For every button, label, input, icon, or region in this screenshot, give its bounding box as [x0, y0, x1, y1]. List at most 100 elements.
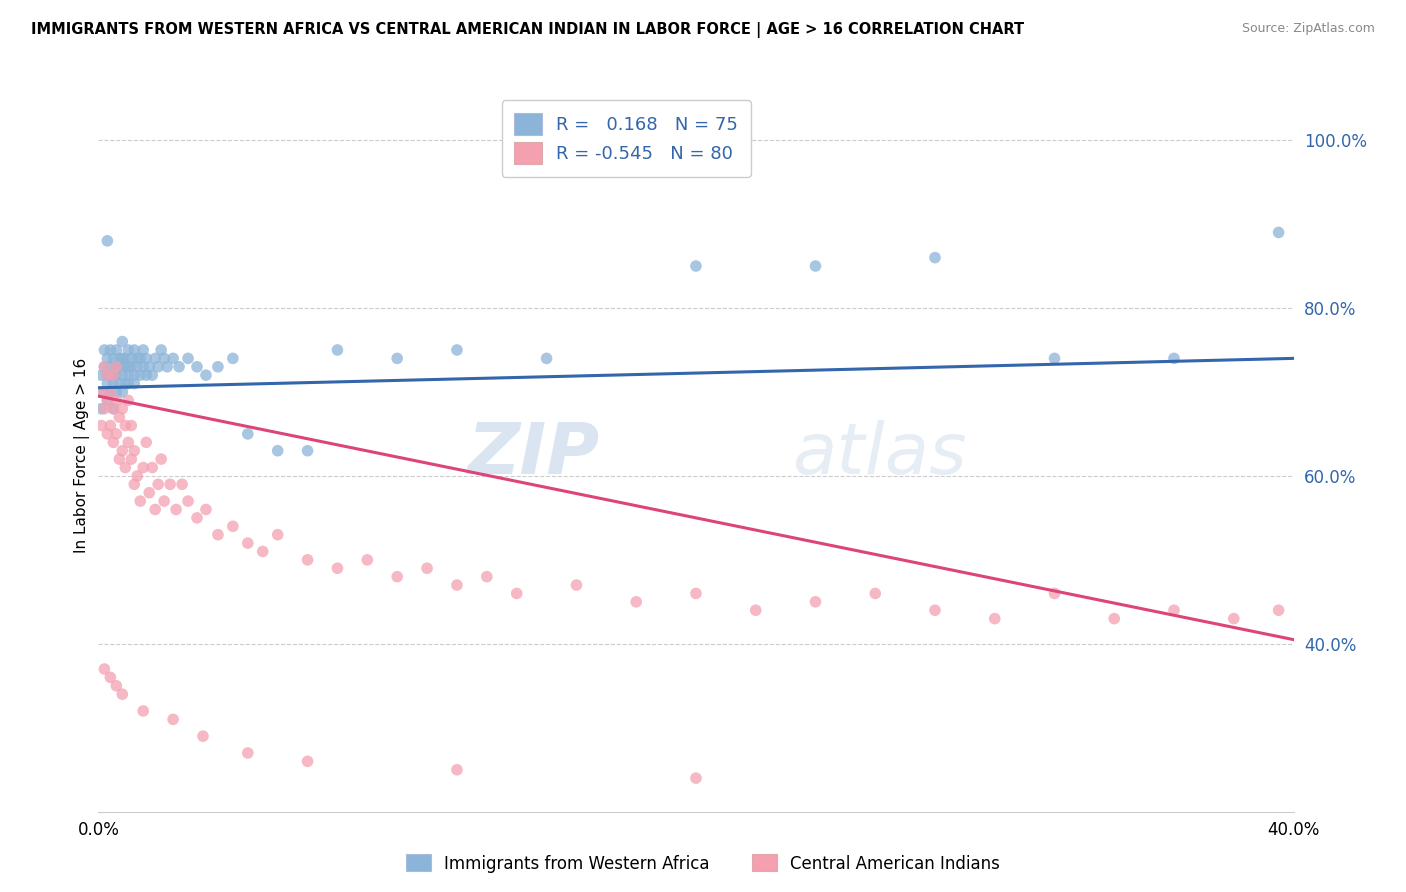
Point — [195, 502, 218, 516]
Point — [108, 359, 131, 374]
Point — [804, 259, 827, 273]
Point — [98, 359, 122, 374]
Point — [385, 569, 409, 583]
Point — [685, 586, 707, 600]
Point — [111, 351, 134, 366]
Point — [120, 418, 142, 433]
Point — [143, 351, 166, 366]
Point — [98, 384, 122, 399]
Point — [138, 485, 160, 500]
Point — [924, 251, 946, 265]
Point — [98, 670, 122, 684]
Text: Source: ZipAtlas.com: Source: ZipAtlas.com — [1241, 22, 1375, 36]
Point — [267, 443, 290, 458]
Point — [446, 343, 468, 357]
Point — [108, 376, 131, 391]
Point — [141, 368, 163, 383]
Point — [117, 343, 139, 357]
Point — [93, 384, 115, 399]
Point — [141, 460, 163, 475]
Point — [132, 359, 155, 374]
Point — [105, 384, 128, 399]
Point — [127, 469, 149, 483]
Point — [236, 426, 259, 441]
Point — [111, 687, 134, 701]
Point — [96, 393, 118, 408]
Legend: R =   0.168   N = 75, R = -0.545   N = 80: R = 0.168 N = 75, R = -0.545 N = 80 — [502, 100, 751, 177]
Point — [804, 595, 827, 609]
Point — [159, 477, 181, 491]
Point — [132, 460, 155, 475]
Point — [1163, 603, 1185, 617]
Point — [186, 511, 208, 525]
Point — [105, 359, 128, 374]
Point — [105, 359, 128, 374]
Point — [98, 418, 122, 433]
Point — [98, 343, 122, 357]
Point — [90, 401, 112, 416]
Point — [96, 368, 118, 383]
Point — [506, 586, 529, 600]
Point — [103, 376, 125, 391]
Point — [385, 351, 409, 366]
Point — [120, 359, 142, 374]
Point — [103, 351, 125, 366]
Point — [252, 544, 274, 558]
Point — [1267, 603, 1289, 617]
Point — [191, 729, 214, 743]
Point — [90, 418, 112, 433]
Point — [96, 368, 118, 383]
Point — [117, 376, 139, 391]
Point — [172, 477, 194, 491]
Point — [103, 401, 125, 416]
Point — [105, 679, 128, 693]
Point — [565, 578, 588, 592]
Point — [297, 553, 319, 567]
Point — [103, 435, 125, 450]
Point — [103, 368, 125, 383]
Point — [124, 343, 146, 357]
Point — [416, 561, 439, 575]
Point — [924, 603, 946, 617]
Point — [105, 393, 128, 408]
Point — [222, 351, 245, 366]
Point — [177, 494, 200, 508]
Point — [475, 569, 498, 583]
Point — [108, 452, 131, 467]
Point — [626, 595, 648, 609]
Point — [111, 334, 134, 349]
Point — [153, 351, 176, 366]
Point — [1043, 351, 1066, 366]
Point — [129, 351, 152, 366]
Point — [685, 259, 707, 273]
Point — [446, 578, 468, 592]
Point — [96, 234, 118, 248]
Point — [90, 368, 112, 383]
Text: atlas: atlas — [792, 420, 966, 490]
Point — [865, 586, 887, 600]
Point — [446, 763, 468, 777]
Point — [1104, 612, 1126, 626]
Point — [105, 426, 128, 441]
Point — [222, 519, 245, 533]
Point — [111, 384, 134, 399]
Point — [143, 502, 166, 516]
Point — [103, 401, 125, 416]
Point — [108, 410, 131, 425]
Point — [117, 393, 139, 408]
Point — [156, 359, 179, 374]
Point — [135, 351, 157, 366]
Text: IMMIGRANTS FROM WESTERN AFRICA VS CENTRAL AMERICAN INDIAN IN LABOR FORCE | AGE >: IMMIGRANTS FROM WESTERN AFRICA VS CENTRA… — [31, 22, 1024, 38]
Point — [536, 351, 558, 366]
Point — [93, 662, 115, 676]
Point — [105, 343, 128, 357]
Point — [96, 376, 118, 391]
Point — [124, 443, 146, 458]
Point — [127, 359, 149, 374]
Point — [108, 351, 131, 366]
Point — [132, 343, 155, 357]
Point — [297, 755, 319, 769]
Point — [236, 536, 259, 550]
Point — [114, 351, 136, 366]
Point — [124, 376, 146, 391]
